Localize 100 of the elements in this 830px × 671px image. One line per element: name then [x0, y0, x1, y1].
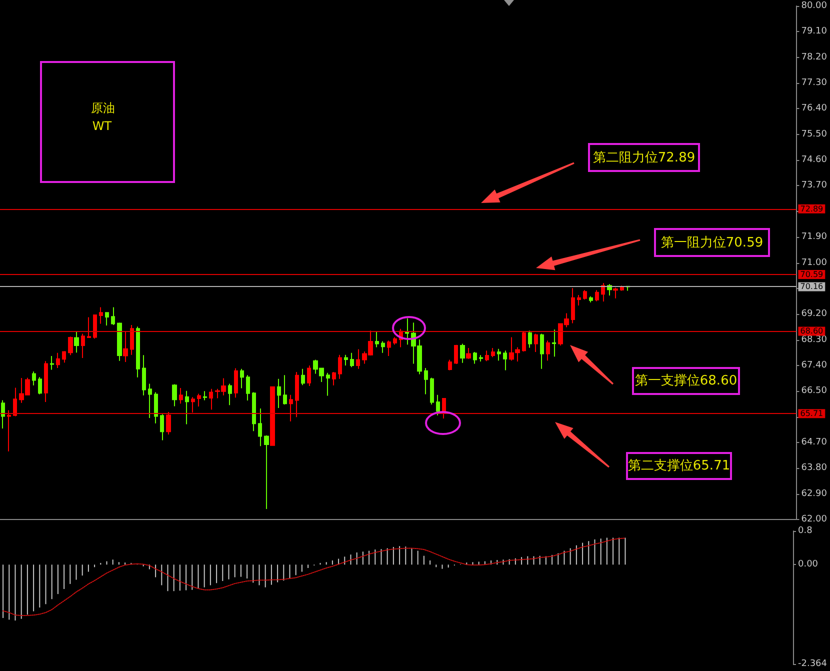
- candlestick: [240, 368, 244, 389]
- candlestick: [7, 410, 11, 452]
- candlestick: [258, 408, 262, 447]
- candlestick: [81, 333, 85, 359]
- annotation: 第一支撑位68.60: [634, 374, 738, 388]
- candlestick: [105, 312, 109, 326]
- y-tick-label: -2.364: [798, 659, 828, 669]
- candlestick: [460, 343, 465, 364]
- candlestick: [338, 354, 342, 380]
- candlestick: [234, 368, 238, 398]
- text: WT: [92, 119, 112, 133]
- candlestick: [577, 294, 581, 306]
- candlestick: [442, 398, 446, 420]
- candlestick: [228, 383, 232, 406]
- y-tick-label: 71.00: [801, 258, 828, 268]
- candlestick: [436, 394, 440, 416]
- candlestick: [166, 411, 171, 435]
- candlestick: [148, 383, 152, 418]
- candlestick: [344, 354, 348, 366]
- y-tick-label: 74.60: [801, 155, 828, 166]
- candlestick: [393, 336, 397, 346]
- candlestick: [50, 356, 54, 370]
- y-tick-label: 75.50: [801, 129, 828, 140]
- candlestick: [332, 372, 336, 386]
- y-tick-label: 67.40: [801, 360, 828, 370]
- candlestick: [491, 348, 495, 358]
- candlestick: [479, 354, 483, 362]
- candlestick: [38, 376, 42, 395]
- y-tick-label: 64.70: [801, 437, 828, 448]
- line-series: [2, 538, 626, 616]
- candlestick: [571, 288, 575, 324]
- candlestick: [142, 354, 146, 396]
- candlestick: [522, 331, 526, 352]
- candlestick: [111, 306, 115, 326]
- candlestick: [387, 340, 391, 357]
- candlestick: [185, 390, 189, 425]
- candlestick: [172, 384, 177, 407]
- candlestick: [252, 392, 256, 432]
- candlestick: [424, 368, 428, 395]
- candlestick: [130, 324, 134, 356]
- candlestick: [160, 414, 164, 441]
- candlestick: [528, 330, 532, 348]
- candlestick: [503, 350, 507, 371]
- y-tick-label: 71.90: [801, 232, 828, 242]
- candlestick: [375, 331, 379, 348]
- candlestick: [613, 287, 618, 299]
- candlestick: [56, 352, 60, 369]
- candlestick: [270, 386, 275, 446]
- annotation: 第二阻力位72.89: [592, 150, 696, 165]
- ref-line-label: 70.16: [800, 282, 824, 292]
- y-tick-label: 69.20: [801, 309, 828, 320]
- ref-line-label: 65.71: [800, 409, 824, 418]
- y-tick-label: 63.80: [801, 463, 828, 474]
- candlestick: [350, 352, 354, 368]
- candlestick: [74, 330, 79, 354]
- candlestick: [534, 333, 538, 353]
- candlestick: [595, 290, 599, 302]
- candlestick: [473, 352, 477, 364]
- y-tick-label: 62.90: [801, 488, 828, 499]
- candlestick: [68, 336, 73, 356]
- y-tick-label: 73.70: [801, 180, 828, 191]
- candlestick: [44, 360, 48, 402]
- y-tick-label: 62.00: [801, 514, 828, 524]
- candlestick: [203, 390, 207, 401]
- candlestick: [307, 364, 311, 386]
- candlestick: [277, 378, 281, 408]
- candlestick: [301, 368, 305, 386]
- ref-line-label: 72.89: [800, 204, 824, 214]
- candlestick: [154, 392, 158, 424]
- candlestick: [540, 333, 544, 370]
- candlestick: [283, 374, 287, 406]
- candlestick: [136, 326, 140, 378]
- candlestick: [381, 340, 385, 354]
- candlestick: [497, 348, 501, 362]
- y-tick-label: 0.00: [798, 560, 818, 570]
- y-tick-label: 76.40: [801, 104, 828, 114]
- annotation: 第二支撑位65.71: [628, 458, 730, 474]
- y-tick-label: 77.30: [801, 78, 828, 88]
- candlestick: [191, 396, 195, 414]
- candlestick: [583, 290, 587, 300]
- candlestick: [87, 316, 91, 338]
- ref-line-label: 70.59: [800, 270, 824, 279]
- candlestick: [466, 348, 471, 360]
- y-tick-label: 80.00: [801, 1, 828, 11]
- candlestick: [62, 350, 66, 364]
- y-tick-label: 0.8: [798, 526, 813, 536]
- candlestick: [546, 340, 550, 362]
- candlestick: [209, 388, 213, 410]
- candlestick: [289, 394, 293, 422]
- y-tick-label: 78.20: [801, 52, 828, 62]
- candlestick: [123, 330, 128, 363]
- ref-line-label: 68.60: [800, 326, 824, 336]
- candlestick: [552, 329, 556, 358]
- candlestick: [326, 372, 330, 396]
- candlestick: [32, 370, 36, 386]
- candlestick: [197, 393, 201, 408]
- y-tick-label: 66.50: [801, 386, 828, 396]
- candlestick: [295, 372, 299, 418]
- candlestick: [179, 387, 183, 404]
- candlestick: [589, 296, 593, 303]
